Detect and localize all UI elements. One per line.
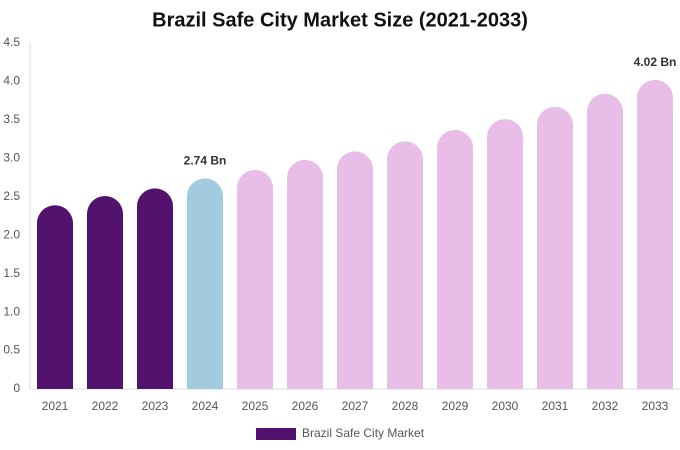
y-tick-label: 2.0 xyxy=(3,227,20,241)
bar xyxy=(587,93,623,389)
x-tick-label: 2030 xyxy=(492,399,519,413)
bar xyxy=(387,141,423,389)
bar xyxy=(337,151,373,389)
bar xyxy=(437,129,473,389)
bar xyxy=(637,79,673,389)
data-label: 2.74 Bn xyxy=(184,153,227,167)
bar xyxy=(37,205,73,389)
x-tick-label: 2021 xyxy=(42,399,69,413)
x-tick-label: 2022 xyxy=(92,399,119,413)
y-tick-label: 0.5 xyxy=(3,343,20,357)
y-tick-label: 1.5 xyxy=(3,266,20,280)
x-tick-label: 2028 xyxy=(392,399,419,413)
y-tick-label: 2.5 xyxy=(3,189,20,203)
y-tick-label: 0 xyxy=(13,381,20,395)
bar xyxy=(237,169,273,389)
y-tick-label: 4.5 xyxy=(3,35,20,49)
x-tick-label: 2023 xyxy=(142,399,169,413)
y-tick-label: 3.0 xyxy=(3,151,20,165)
x-tick-label: 2027 xyxy=(342,399,369,413)
x-tick-label: 2029 xyxy=(442,399,469,413)
x-tick-label: 2025 xyxy=(242,399,269,413)
bar xyxy=(137,188,173,389)
bar xyxy=(187,178,223,389)
bar xyxy=(487,119,523,389)
x-tick-label: 2031 xyxy=(542,399,569,413)
legend-label: Brazil Safe City Market xyxy=(302,426,425,440)
bar xyxy=(87,196,123,389)
y-tick-label: 4.0 xyxy=(3,74,20,88)
x-tick-label: 2032 xyxy=(592,399,619,413)
x-tick-label: 2033 xyxy=(642,399,669,413)
y-tick-label: 3.5 xyxy=(3,112,20,126)
data-label: 4.02 Bn xyxy=(634,55,677,69)
x-tick-label: 2024 xyxy=(192,399,219,413)
y-tick-label: 1.0 xyxy=(3,304,20,318)
chart-title: Brazil Safe City Market Size (2021-2033) xyxy=(152,9,528,31)
x-tick-label: 2026 xyxy=(292,399,319,413)
legend-swatch xyxy=(256,428,296,440)
bar xyxy=(537,106,573,389)
bar xyxy=(287,159,323,389)
